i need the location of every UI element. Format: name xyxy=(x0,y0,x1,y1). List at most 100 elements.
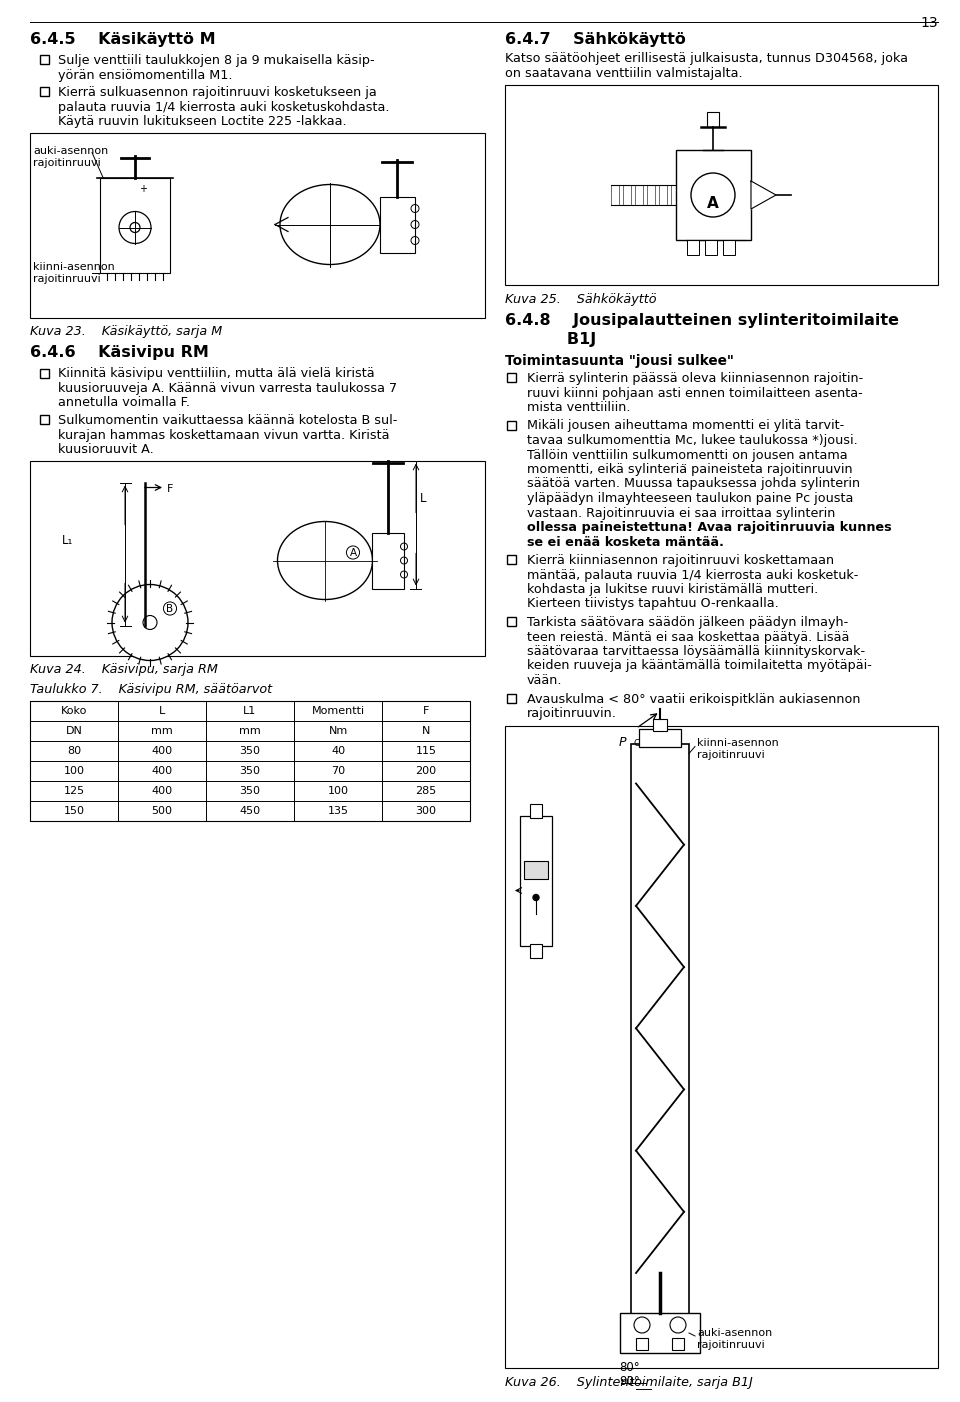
Bar xyxy=(40,369,49,377)
Text: Kierrä sylinterin päässä oleva kiinniasennon rajoitin-: Kierrä sylinterin päässä oleva kiinniase… xyxy=(527,372,863,386)
Text: Mikäli jousen aiheuttama momentti ei ylitä tarvit-: Mikäli jousen aiheuttama momentti ei yli… xyxy=(527,419,844,432)
Text: säätöä varten. Muussa tapauksessa johda sylinterin: säätöä varten. Muussa tapauksessa johda … xyxy=(527,478,860,491)
Text: Tällöin venttiilin sulkumomentti on jousen antama: Tällöin venttiilin sulkumomentti on jous… xyxy=(527,449,848,461)
Text: 13: 13 xyxy=(921,15,938,29)
Text: Toimintasuunta "jousi sulkee": Toimintasuunta "jousi sulkee" xyxy=(505,353,733,367)
Bar xyxy=(505,725,938,1368)
Text: DN: DN xyxy=(65,725,83,736)
Text: rajoitinruuvin.: rajoitinruuvin. xyxy=(527,707,617,721)
Bar xyxy=(653,718,667,730)
Text: F: F xyxy=(422,705,429,715)
Text: on saatavana venttiilin valmistajalta.: on saatavana venttiilin valmistajalta. xyxy=(505,66,743,80)
Text: 70: 70 xyxy=(331,765,345,775)
Circle shape xyxy=(533,894,539,900)
Text: L₁: L₁ xyxy=(62,534,73,547)
Text: 500: 500 xyxy=(152,806,173,816)
Text: B1J: B1J xyxy=(505,332,596,348)
Bar xyxy=(530,944,542,958)
Text: 80: 80 xyxy=(67,746,81,756)
Text: 115: 115 xyxy=(416,746,437,756)
Bar xyxy=(647,185,655,205)
Bar xyxy=(507,555,516,564)
Bar xyxy=(505,86,938,285)
Text: vään.: vään. xyxy=(527,674,563,687)
Bar xyxy=(30,133,485,317)
Text: tavaa sulkumomenttia Mc, lukee taulukossa *)jousi.: tavaa sulkumomenttia Mc, lukee taulukoss… xyxy=(527,435,857,447)
Bar xyxy=(683,185,691,205)
Circle shape xyxy=(112,585,188,660)
Text: yläpäädyn ilmayhteeseen taulukon paine Pc jousta: yläpäädyn ilmayhteeseen taulukon paine P… xyxy=(527,492,853,505)
Text: Katso säätöohjeet erillisestä julkaisusta, tunnus D304568, joka: Katso säätöohjeet erillisestä julkaisust… xyxy=(505,52,908,64)
Circle shape xyxy=(670,1316,686,1333)
Text: kurajan hammas koskettamaan vivun vartta. Kiristä: kurajan hammas koskettamaan vivun vartta… xyxy=(58,429,390,442)
Bar xyxy=(30,701,470,820)
Bar xyxy=(695,185,703,205)
Text: momentti, eikä sylinteriä paineisteta rajoitinruuvin: momentti, eikä sylinteriä paineisteta r… xyxy=(527,463,852,477)
Text: +: + xyxy=(139,185,147,195)
Text: auki-asennon
rajoitinruuvi: auki-asennon rajoitinruuvi xyxy=(697,1328,772,1350)
Bar xyxy=(620,1314,700,1353)
Text: kuusioruuvit A.: kuusioruuvit A. xyxy=(58,443,154,456)
Text: 40: 40 xyxy=(331,746,345,756)
Bar xyxy=(507,617,516,627)
Text: säätövaraa tarvittaessa löysäämällä kiinnityskorvak-: säätövaraa tarvittaessa löysäämällä kiin… xyxy=(527,645,865,658)
Text: 6.4.8    Jousipalautteinen sylinteritoimilaite: 6.4.8 Jousipalautteinen sylinteritoimila… xyxy=(505,313,899,328)
Text: auki-asennon
rajoitinruuvi: auki-asennon rajoitinruuvi xyxy=(33,146,108,168)
Bar xyxy=(40,55,49,64)
Bar xyxy=(635,185,643,205)
Circle shape xyxy=(143,615,157,629)
Text: 450: 450 xyxy=(239,806,260,816)
Text: 80°: 80° xyxy=(619,1361,639,1374)
Text: mäntää, palauta ruuvia 1/4 kierrosta auki kosketuk-: mäntää, palauta ruuvia 1/4 kierrosta auk… xyxy=(527,568,858,582)
Text: Kierrä sulkuasennon rajoitinruuvi kosketukseen ja: Kierrä sulkuasennon rajoitinruuvi kosket… xyxy=(58,86,376,100)
Text: 350: 350 xyxy=(239,785,260,795)
Text: 135: 135 xyxy=(327,806,348,816)
Text: annetulla voimalla F.: annetulla voimalla F. xyxy=(58,397,190,409)
Text: Tarkista säätövara säädön jälkeen päädyn ilmayh-: Tarkista säätövara säädön jälkeen päädyn… xyxy=(527,615,849,629)
Bar xyxy=(611,185,619,205)
Text: Kierrä kiinniasennon rajoitinruuvi koskettamaan: Kierrä kiinniasennon rajoitinruuvi koske… xyxy=(527,554,834,566)
Text: A: A xyxy=(349,548,356,558)
Text: 150: 150 xyxy=(63,806,84,816)
Text: ollessa paineistettuna! Avaa rajoitinruuvia kunnes: ollessa paineistettuna! Avaa rajoitinruu… xyxy=(527,522,892,534)
Bar xyxy=(676,150,751,240)
Bar xyxy=(705,240,717,255)
Ellipse shape xyxy=(277,522,372,600)
Text: L: L xyxy=(158,705,165,715)
Bar xyxy=(707,112,719,128)
Bar xyxy=(671,185,679,205)
Text: P: P xyxy=(618,736,626,749)
Bar xyxy=(40,415,49,423)
Text: mm: mm xyxy=(239,725,261,736)
Text: Kuva 24.    Käsivipu, sarja RM: Kuva 24. Käsivipu, sarja RM xyxy=(30,663,218,677)
Bar xyxy=(723,240,735,255)
Bar xyxy=(687,240,699,255)
Text: mm: mm xyxy=(151,725,173,736)
Text: yörän ensiömomentilla M1.: yörän ensiömomentilla M1. xyxy=(58,69,232,81)
Polygon shape xyxy=(751,181,776,209)
Text: N: N xyxy=(421,725,430,736)
Bar xyxy=(524,861,548,879)
Text: L: L xyxy=(420,492,426,505)
Bar xyxy=(623,185,631,205)
Text: vastaan. Rajoitinruuvia ei saa irroittaa sylinterin: vastaan. Rajoitinruuvia ei saa irroittaa… xyxy=(527,506,835,520)
Text: 6.4.6    Käsivipu RM: 6.4.6 Käsivipu RM xyxy=(30,345,209,360)
Text: Käytä ruuvin lukitukseen Loctite 225 -lakkaa.: Käytä ruuvin lukitukseen Loctite 225 -la… xyxy=(58,115,347,128)
Text: 400: 400 xyxy=(152,746,173,756)
Text: 6.4.7    Sähkökäyttö: 6.4.7 Sähkökäyttö xyxy=(505,32,685,48)
Text: 100: 100 xyxy=(327,785,348,795)
Text: Kiinnitä käsivipu venttiiliin, mutta älä vielä kiristä: Kiinnitä käsivipu venttiiliin, mutta älä… xyxy=(58,367,374,380)
Circle shape xyxy=(634,1316,650,1333)
Bar xyxy=(30,460,485,656)
Bar xyxy=(631,743,689,1323)
Text: 300: 300 xyxy=(416,806,437,816)
Text: C: C xyxy=(633,739,639,749)
Text: 90°: 90° xyxy=(619,1375,639,1388)
Text: kiinni-asennon
rajoitinruuvi: kiinni-asennon rajoitinruuvi xyxy=(33,262,115,285)
Text: Momentti: Momentti xyxy=(311,705,365,715)
Text: keiden ruuveja ja kääntämällä toimilaitetta myötäpäi-: keiden ruuveja ja kääntämällä toimilaite… xyxy=(527,659,872,673)
Bar xyxy=(520,816,552,945)
Bar xyxy=(507,694,516,702)
Text: 350: 350 xyxy=(239,765,260,775)
Text: Nm: Nm xyxy=(328,725,348,736)
